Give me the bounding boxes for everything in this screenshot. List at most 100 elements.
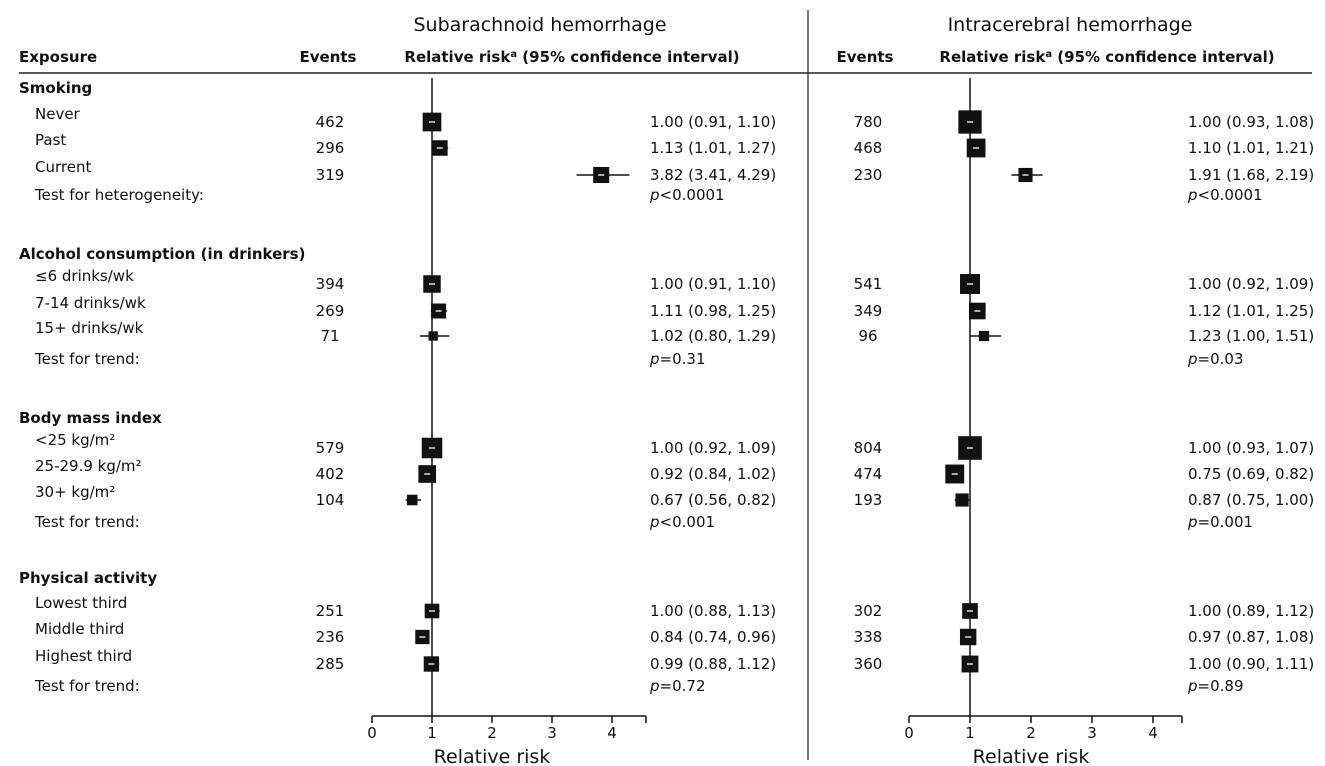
rr-ci-text-ich: 1.12 (1.01, 1.25) <box>1188 302 1314 320</box>
p-value-ich: p=0.89 <box>1187 677 1244 695</box>
events-value-ich: 96 <box>858 327 877 345</box>
events-value-sah: 71 <box>320 327 339 345</box>
rr-ci-text-sah: 3.82 (3.41, 4.29) <box>650 166 776 184</box>
rr-ci-text-ich: 1.23 (1.00, 1.51) <box>1188 327 1314 345</box>
events-value-ich: 302 <box>854 602 883 620</box>
x-tick-label-ich: 0 <box>904 724 914 742</box>
section-title: Physical activity <box>19 569 157 587</box>
rr-square-ich <box>955 493 969 507</box>
events-value-sah: 285 <box>316 655 345 673</box>
events-value-ich: 338 <box>854 628 883 646</box>
events-value-ich: 230 <box>854 166 883 184</box>
row-label: Current <box>35 158 91 176</box>
row-label: 15+ drinks/wk <box>35 319 144 337</box>
x-axis-label-sah: Relative risk <box>434 746 551 766</box>
events-value-sah: 579 <box>316 439 345 457</box>
events-value-ich: 193 <box>854 491 883 509</box>
p-value-sah: p<0.0001 <box>649 186 725 204</box>
rr-ci-text-sah: 1.00 (0.91, 1.10) <box>650 113 776 131</box>
test-label: Test for trend: <box>34 350 140 368</box>
rr-ci-text-ich: 1.00 (0.93, 1.07) <box>1188 439 1314 457</box>
events-value-sah: 296 <box>316 139 345 157</box>
x-tick-label-sah: 4 <box>607 724 617 742</box>
row-label: 7-14 drinks/wk <box>35 294 146 312</box>
events-value-sah: 251 <box>316 602 345 620</box>
section-title: Body mass index <box>19 409 162 427</box>
row-label: Past <box>35 131 66 149</box>
rr-ci-text-sah: 1.00 (0.92, 1.09) <box>650 439 776 457</box>
rr-square-sah <box>406 494 418 506</box>
p-value-ich: p<0.0001 <box>1187 186 1263 204</box>
test-label: Test for heterogeneity: <box>34 186 204 204</box>
row-label: 30+ kg/m² <box>35 483 115 501</box>
rr-ci-text-ich: 1.91 (1.68, 2.19) <box>1188 166 1314 184</box>
rr-ci-text-sah: 1.11 (0.98, 1.25) <box>650 302 776 320</box>
panel-title-ich: Intracerebral hemorrhage <box>948 14 1193 36</box>
row-label: Never <box>35 105 81 123</box>
row-label: ≤6 drinks/wk <box>35 267 134 285</box>
rr-ci-text-sah: 1.00 (0.91, 1.10) <box>650 275 776 293</box>
rr-ci-text-ich: 1.00 (0.89, 1.12) <box>1188 602 1314 620</box>
row-label: 25-29.9 kg/m² <box>35 457 142 475</box>
panel-title-sah: Subarachnoid hemorrhage <box>413 14 666 36</box>
events-value-sah: 319 <box>316 166 345 184</box>
p-value-sah: p=0.31 <box>649 350 706 368</box>
rr-ci-text-sah: 0.84 (0.74, 0.96) <box>650 628 776 646</box>
test-label: Test for trend: <box>34 513 140 531</box>
events-value-ich: 468 <box>854 139 883 157</box>
rr-ci-text-sah: 0.67 (0.56, 0.82) <box>650 491 776 509</box>
rr-ci-text-ich: 0.97 (0.87, 1.08) <box>1188 628 1314 646</box>
rr-ci-text-ich: 1.00 (0.92, 1.09) <box>1188 275 1314 293</box>
events-value-sah: 236 <box>316 628 345 646</box>
p-value-ich: p=0.03 <box>1187 350 1244 368</box>
x-tick-label-sah: 3 <box>547 724 557 742</box>
rr-ci-text-ich: 1.10 (1.01, 1.21) <box>1188 139 1314 157</box>
events-value-ich: 349 <box>854 302 883 320</box>
row-label: Middle third <box>35 620 124 638</box>
rr-ci-text-sah: 0.92 (0.84, 1.02) <box>650 465 776 483</box>
x-tick-label-sah: 1 <box>427 724 437 742</box>
events-value-sah: 104 <box>316 491 345 509</box>
events-value-ich: 541 <box>854 275 883 293</box>
x-tick-label-ich: 1 <box>965 724 975 742</box>
rr-ci-text-ich: 1.00 (0.90, 1.11) <box>1188 655 1314 673</box>
exposure-header: Exposure <box>19 48 97 66</box>
events-value-ich: 780 <box>854 113 883 131</box>
x-axis-label-ich: Relative risk <box>973 746 1090 766</box>
row-label: <25 kg/m² <box>35 431 115 449</box>
events-value-sah: 394 <box>316 275 345 293</box>
rr-square-sah <box>428 331 438 341</box>
section-title: Smoking <box>19 79 92 97</box>
events-value-sah: 402 <box>316 465 345 483</box>
events-value-sah: 462 <box>316 113 345 131</box>
test-label: Test for trend: <box>34 677 140 695</box>
rr-ci-text-ich: 1.00 (0.93, 1.08) <box>1188 113 1314 131</box>
row-label: Lowest third <box>35 594 127 612</box>
x-tick-label-ich: 2 <box>1026 724 1036 742</box>
rr-ci-text-sah: 1.00 (0.88, 1.13) <box>650 602 776 620</box>
events-header-sah: Events <box>300 48 357 66</box>
rr-header-sah: Relative riska (95% confidence interval) <box>404 48 739 66</box>
rr-ci-text-sah: 1.13 (1.01, 1.27) <box>650 139 776 157</box>
p-value-sah: p<0.001 <box>649 513 715 531</box>
events-value-ich: 360 <box>854 655 883 673</box>
rr-ci-text-ich: 0.75 (0.69, 0.82) <box>1188 465 1314 483</box>
rr-header-ich: Relative riska (95% confidence interval) <box>939 48 1274 66</box>
x-tick-label-sah: 0 <box>367 724 377 742</box>
x-tick-label-ich: 3 <box>1087 724 1097 742</box>
rr-ci-text-ich: 0.87 (0.75, 1.00) <box>1188 491 1314 509</box>
x-tick-label-sah: 2 <box>487 724 497 742</box>
events-value-sah: 269 <box>316 302 345 320</box>
events-header-ich: Events <box>837 48 894 66</box>
rr-square-ich <box>978 330 990 342</box>
p-value-ich: p=0.001 <box>1187 513 1253 531</box>
p-value-sah: p=0.72 <box>649 677 706 695</box>
x-tick-label-ich: 4 <box>1148 724 1158 742</box>
rr-ci-text-sah: 1.02 (0.80, 1.29) <box>650 327 776 345</box>
row-label: Highest third <box>35 647 132 665</box>
section-title: Alcohol consumption (in drinkers) <box>19 245 305 263</box>
events-value-ich: 804 <box>854 439 883 457</box>
rr-ci-text-sah: 0.99 (0.88, 1.12) <box>650 655 776 673</box>
events-value-ich: 474 <box>854 465 883 483</box>
